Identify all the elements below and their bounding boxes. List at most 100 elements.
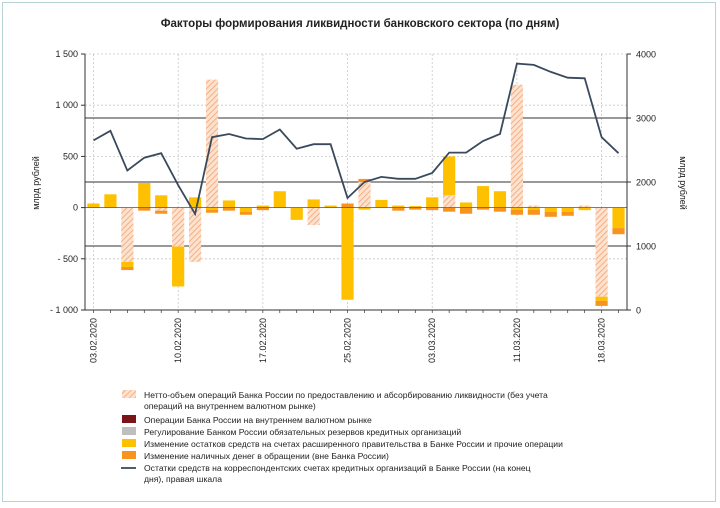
y-axis-right-label: млрд рублей (678, 156, 688, 210)
legend-label: Изменение остатков средств на счетах рас… (144, 439, 563, 449)
bar (104, 194, 117, 208)
bar (358, 178, 371, 182)
bar (155, 207, 168, 211)
left-tick-label: - 500 (57, 254, 78, 264)
bar (426, 197, 439, 208)
bar (375, 199, 388, 208)
legend-item: Регулирование Банком России обязательных… (122, 427, 461, 437)
legend-label: Нетто-объем операций Банка России по пре… (144, 390, 548, 400)
legend-item: Нетто-объем операций Банка России по пре… (122, 390, 548, 411)
bar (510, 84, 524, 208)
right-tick-label: 3000 (636, 114, 656, 124)
liquidity-factors-chart: Факторы формирования ликвидности банковс… (31, 18, 688, 484)
x-tick-label: 17.02.2020 (258, 318, 268, 363)
right-tick-label: 2000 (636, 178, 656, 188)
bar (561, 207, 574, 212)
legend-item: Изменение наличных денег в обращении (вн… (122, 451, 389, 461)
bar (493, 191, 507, 208)
bar (155, 210, 168, 214)
bar (544, 207, 557, 212)
x-tick-label: 03.03.2020 (427, 318, 437, 363)
bar (341, 203, 354, 208)
bar (459, 202, 473, 208)
bar (612, 207, 625, 229)
bar (307, 207, 320, 226)
x-tick-label: 18.03.2020 (597, 318, 607, 363)
bar (578, 205, 591, 208)
bar (443, 195, 456, 208)
bar (595, 296, 608, 301)
bar (205, 79, 219, 208)
legend-swatch (122, 451, 136, 459)
bar (426, 207, 439, 211)
bar (121, 207, 134, 262)
legend-label: Остатки средств на корреспондентских сче… (144, 463, 531, 473)
bar (595, 207, 608, 297)
legend-item: Изменение остатков средств на счетах рас… (122, 439, 563, 449)
bar (121, 261, 134, 267)
bar (239, 207, 253, 212)
legend-label: Операции Банка России на внутреннем валю… (144, 415, 372, 425)
bar (443, 156, 456, 196)
bar (172, 207, 185, 247)
bar (392, 205, 405, 208)
bar (188, 197, 202, 208)
chart-title: Факторы формирования ликвидности банковс… (161, 18, 560, 30)
bar (290, 207, 303, 220)
bar (205, 207, 219, 210)
bar (459, 207, 473, 214)
bar (358, 207, 371, 210)
bar (205, 209, 219, 213)
legend-swatch (122, 439, 136, 447)
left-tick-label: 1 000 (55, 100, 78, 110)
bar (222, 207, 236, 211)
legend-item: Остатки средств на корреспондентских сче… (121, 463, 531, 484)
bar (476, 186, 490, 208)
bar (155, 195, 168, 208)
right-tick-label: 0 (636, 306, 641, 316)
legend-swatch (122, 390, 136, 398)
chart-frame: Факторы формирования ликвидности банковс… (2, 2, 716, 502)
bar (138, 207, 151, 211)
balance-line (93, 62, 620, 217)
bar (87, 203, 100, 208)
bar (138, 183, 151, 208)
legend-label: дня), правая шкала (144, 474, 222, 484)
bar (612, 228, 625, 235)
bar (527, 207, 540, 210)
bar (239, 211, 253, 215)
bar (307, 199, 320, 208)
bar (527, 209, 540, 215)
bar (222, 200, 236, 208)
bar (324, 205, 337, 208)
bar (409, 206, 422, 208)
x-tick-label: 25.02.2020 (343, 318, 353, 363)
bar (493, 207, 507, 212)
bar (188, 207, 202, 262)
legend-label: Изменение наличных денег в обращении (вн… (144, 451, 389, 461)
bar (527, 205, 540, 208)
legend-swatch (122, 415, 136, 423)
bar (256, 205, 269, 208)
bar (392, 207, 405, 211)
bar (341, 207, 354, 300)
bar (510, 207, 524, 210)
bar (443, 207, 456, 212)
bar (273, 191, 286, 208)
left-tick-label: 1 500 (55, 49, 78, 59)
x-tick-label: 10.02.2020 (173, 318, 183, 363)
legend-label: операций на внутреннем валютном рынке) (144, 401, 316, 411)
bar (121, 266, 134, 271)
left-tick-label: 0 (73, 203, 78, 213)
y-axis-left-label: млрд рублей (31, 156, 41, 210)
bar (409, 207, 422, 210)
legend-item: Операции Банка России на внутреннем валю… (122, 415, 372, 425)
right-tick-label: 4000 (636, 50, 656, 60)
bar (256, 207, 269, 211)
right-tick-label: 1000 (636, 242, 656, 252)
left-tick-label: 500 (63, 151, 78, 161)
bar (578, 207, 591, 211)
x-tick-label: 03.02.2020 (88, 318, 98, 363)
bar (561, 211, 574, 216)
legend-label: Регулирование Банком России обязательных… (144, 427, 461, 437)
